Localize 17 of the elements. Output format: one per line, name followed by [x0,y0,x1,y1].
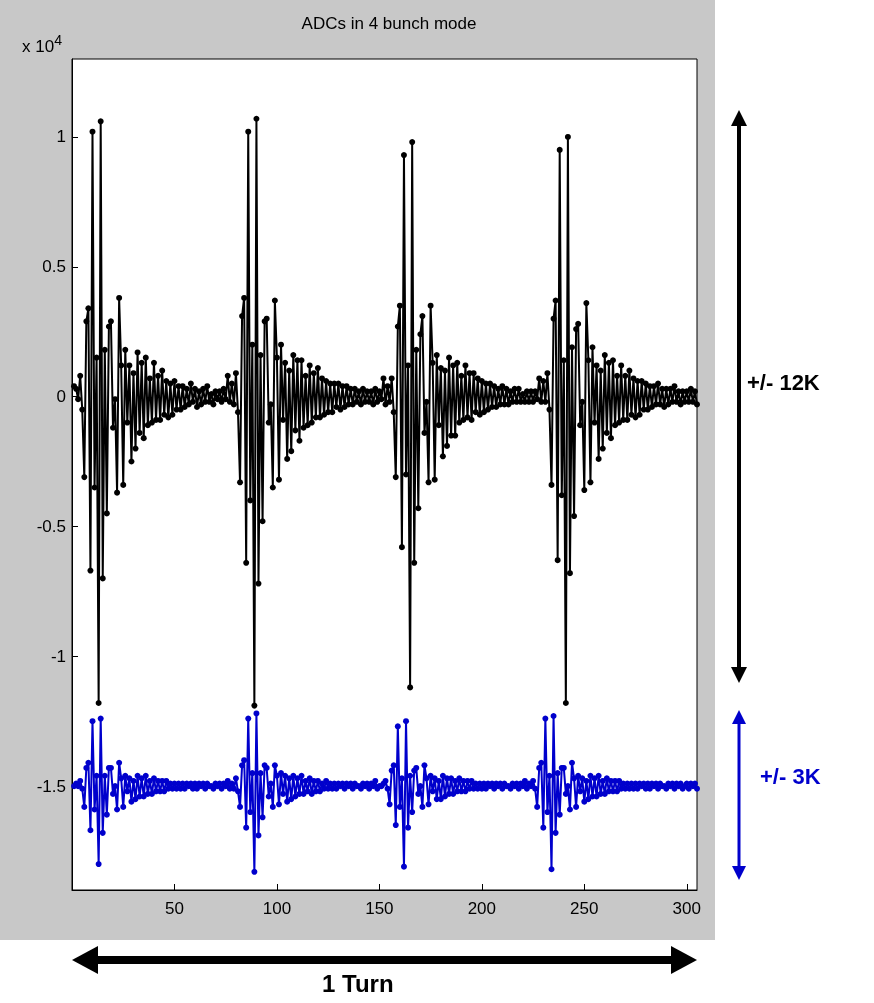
chart-title: ADCs in 4 bunch mode [301,14,477,33]
y-tick-label: -0.5 [36,516,66,536]
x-tick-label: 150 [365,899,394,918]
text: +/- 12K [747,370,820,396]
x-tick-label: 100 [262,899,292,918]
y-tick-label: -1 [50,646,66,666]
x-tick-label: 300 [672,899,701,918]
x-tick-label: 50 [165,899,184,918]
y-tick-label: 1 [56,127,66,147]
x-tick-label: 200 [467,899,497,918]
x-tick-label: 250 [570,899,599,918]
y-tick-label: 0.5 [42,257,66,277]
text: +/- 3K [760,764,821,790]
text: x 10$^{4}$ [22,32,63,57]
y-tick-label: -1.5 [36,776,66,796]
text: 1 Turn [322,970,394,998]
y-tick-label: 0 [56,387,66,407]
